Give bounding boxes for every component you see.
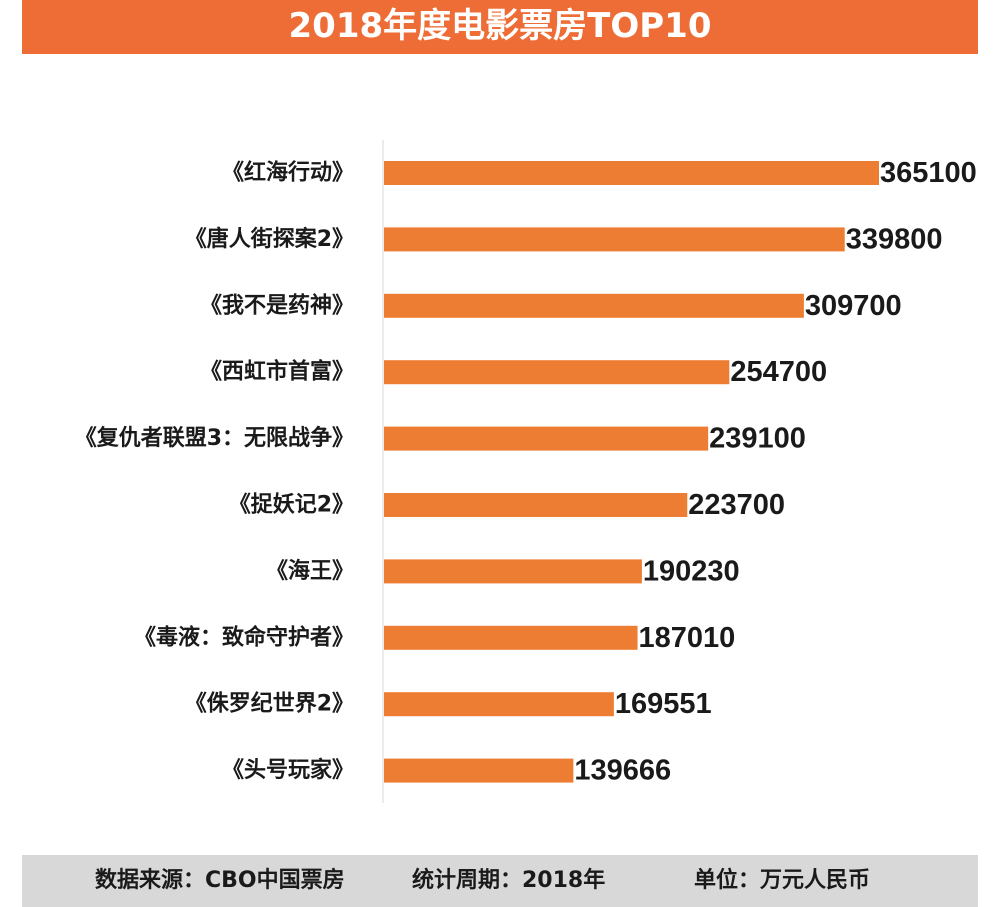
bar-1 [384,161,879,185]
value-label-7: 190230 [643,555,740,587]
data-source-note: 数据来源：CBO中国票房 [95,868,345,893]
bar-5 [384,426,709,451]
value-label-3: 309700 [805,290,902,322]
value-label-9: 169551 [615,688,712,720]
bar-3 [384,293,804,318]
statistics-period-note: 统计周期：2018年 [412,868,606,893]
chart-title: 2018年度电影票房TOP10 [22,0,978,54]
bar-8 [384,625,638,650]
value-label-1: 365100 [880,157,977,189]
footer-bar: 数据来源：CBO中国票房 统计周期：2018年 单位：万元人民币 [22,855,978,907]
category-label-6: 《捉妖记2》 [229,492,354,518]
value-label-4: 254700 [730,356,827,388]
bar-4 [384,360,730,385]
bar-9 [384,692,614,717]
value-label-5: 239100 [709,423,806,455]
category-label-1: 《红海行动》 [222,160,354,186]
value-label-2: 339800 [846,223,943,255]
bar-6 [384,493,688,517]
value-label-10: 139666 [574,755,671,787]
value-label-8: 187010 [639,622,736,654]
bar-2 [384,227,845,252]
category-label-8: 《毒液：致命守护者》 [134,624,354,650]
bar-7 [384,559,642,584]
category-label-5: 《复仇者联盟3：无限战争》 [75,425,354,451]
category-label-4: 《西虹市首富》 [200,359,354,385]
category-label-9: 《侏罗纪世界2》 [185,691,354,717]
category-label-7: 《海王》 [266,558,354,584]
value-label-6: 223700 [688,489,785,521]
category-label-3: 《我不是药神》 [200,292,354,318]
category-label-10: 《头号玩家》 [222,757,354,783]
unit-note: 单位：万元人民币 [694,868,871,893]
category-label-2: 《唐人街探案2》 [185,226,354,252]
bar-10 [384,758,574,783]
